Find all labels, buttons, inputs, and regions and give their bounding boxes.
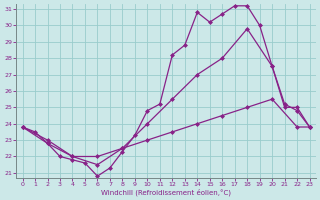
X-axis label: Windchill (Refroidissement éolien,°C): Windchill (Refroidissement éolien,°C) [101,188,231,196]
